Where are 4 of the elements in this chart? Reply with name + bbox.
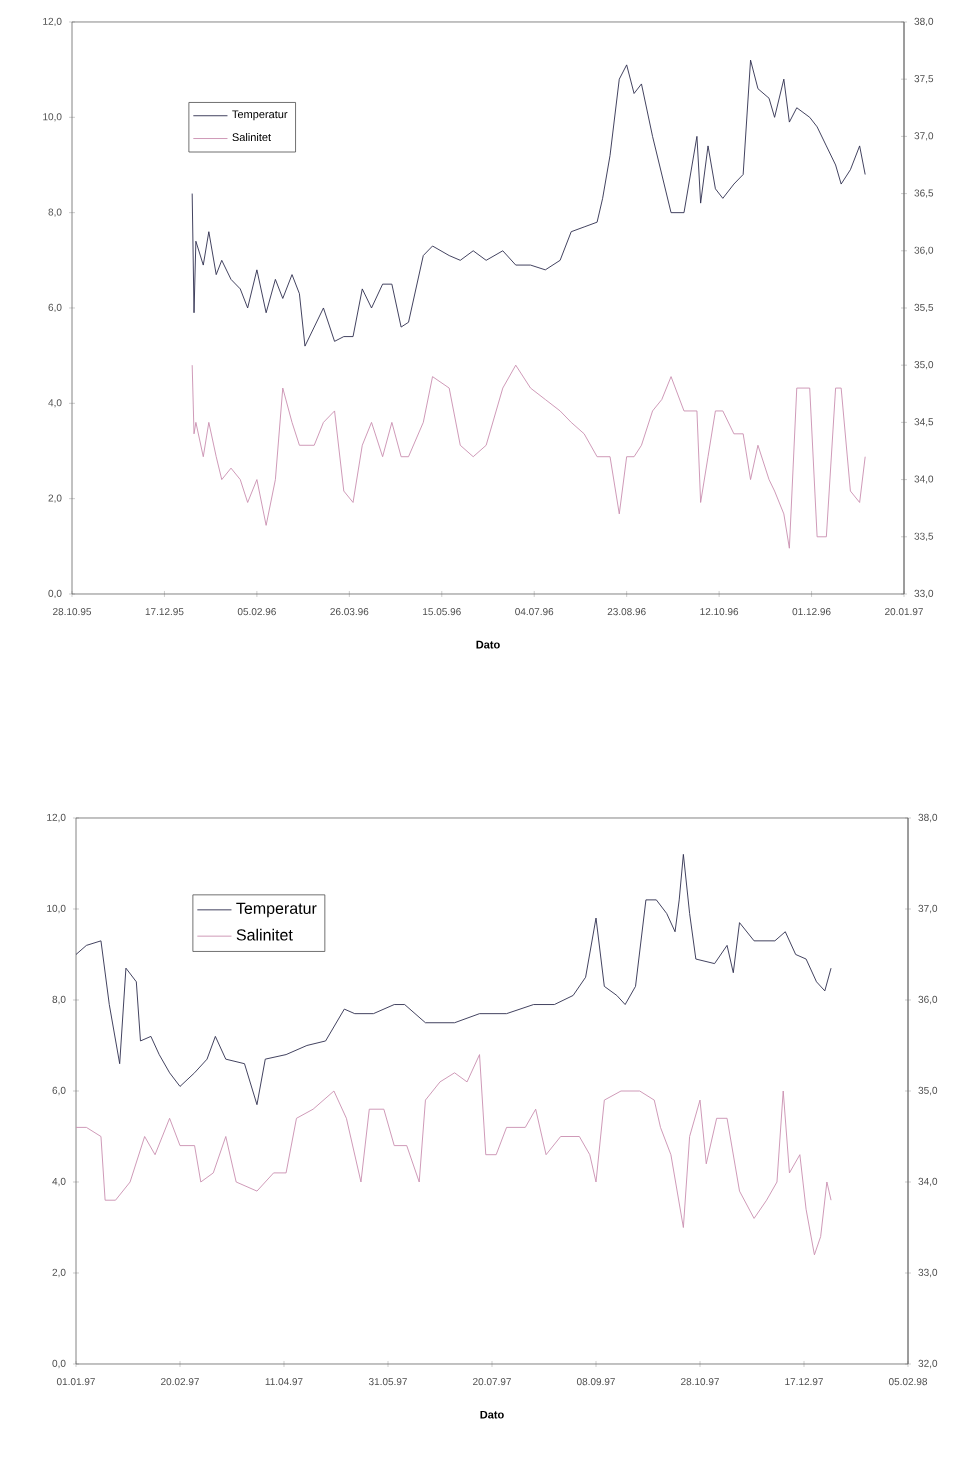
line-series xyxy=(76,1054,832,1256)
legend-label: Salinitet xyxy=(236,928,293,941)
line-series xyxy=(76,853,832,1106)
legend-label: Temperatur xyxy=(236,902,317,918)
